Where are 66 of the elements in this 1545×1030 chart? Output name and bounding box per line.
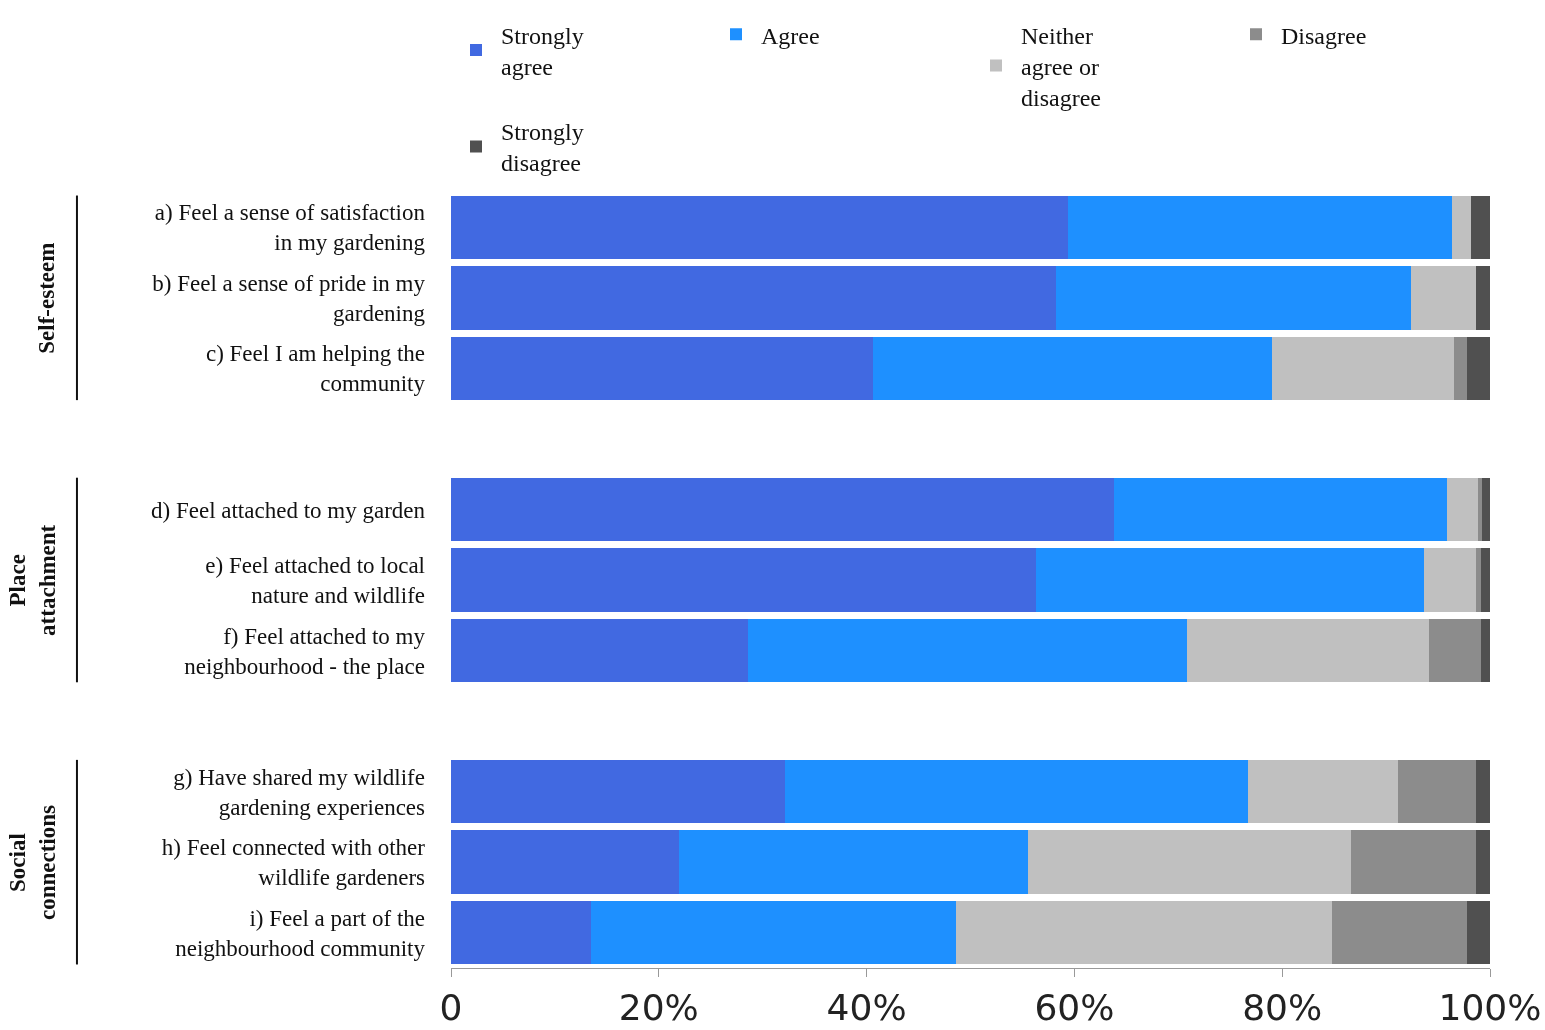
bar [872,336,1272,401]
bar [784,759,1248,824]
bar [1423,548,1477,612]
x-tick-label: 0 [439,987,463,1029]
bar [451,830,679,894]
x-tick-label: 60% [1034,987,1115,1029]
bar [1476,266,1490,330]
bar [451,900,592,965]
bar [1471,195,1490,260]
bar [748,618,1187,683]
x-tick-label: 80% [1242,987,1323,1029]
bar [1247,759,1398,824]
y-tick-label: i) Feel a part of the neighbourhood community [175,905,426,961]
bar [451,266,1056,330]
bar [451,336,873,401]
bar [1113,477,1448,542]
bar [1035,548,1424,612]
bar [678,830,1028,894]
bar [451,548,1036,612]
y-tick-label: a) Feel a sense of satisfaction in my gardening [154,200,426,256]
bar [591,900,956,965]
bar [1428,618,1481,683]
legend-label: Neither agree or disagree [1021,22,1101,112]
y-tick-label: e) Feel attached to local nature and wildlife [205,553,425,608]
bar [1477,477,1482,542]
bar [1411,266,1477,330]
bar [451,618,749,683]
y-tick-label: c) Feel I am helping the community [205,341,426,397]
bar [1186,618,1429,683]
bar [1271,336,1454,401]
bar [955,900,1333,965]
y-tick-label: b) Feel a sense of pride in my gardening [152,270,426,326]
y-tick-label: f) Feel attached to my neighbourhood - the place [184,623,426,679]
bar [1467,900,1490,965]
bar [1055,266,1412,330]
x-tick-label: 20% [618,987,699,1029]
bar [1476,759,1490,824]
text: Self-esteem [34,242,60,354]
bar [1027,830,1351,894]
legend-label: Agree [761,22,820,49]
bar [1476,548,1481,612]
x-tick-label: 40% [826,987,907,1029]
bar [1451,195,1472,260]
bar [1447,477,1478,542]
bar [1332,900,1468,965]
bar [1476,830,1490,894]
bar [451,759,785,824]
bar [1480,618,1490,683]
legend-label: Strongly disagree [501,119,584,177]
legend-label: Disagree [1281,22,1367,49]
y-tick-label: h) Feel connected with other wildlife gardeners [161,835,426,891]
bar [451,195,1069,260]
bar [1481,477,1490,542]
text: Place attachment [4,524,60,636]
y-tick-label: d) Feel attached to my garden [151,497,426,523]
text: Social connections [4,805,60,921]
y-tick-label: g) Have shared my wildlife gardening experiences [173,764,426,820]
bar [1480,548,1490,612]
bar [451,477,1114,542]
bar [1453,336,1468,401]
legend-label: Strongly agree [501,22,584,80]
x-tick-label: 100% [1438,987,1542,1029]
bar [1350,830,1477,894]
bar [1467,336,1490,401]
bar [1397,759,1477,824]
bar [1068,195,1452,260]
